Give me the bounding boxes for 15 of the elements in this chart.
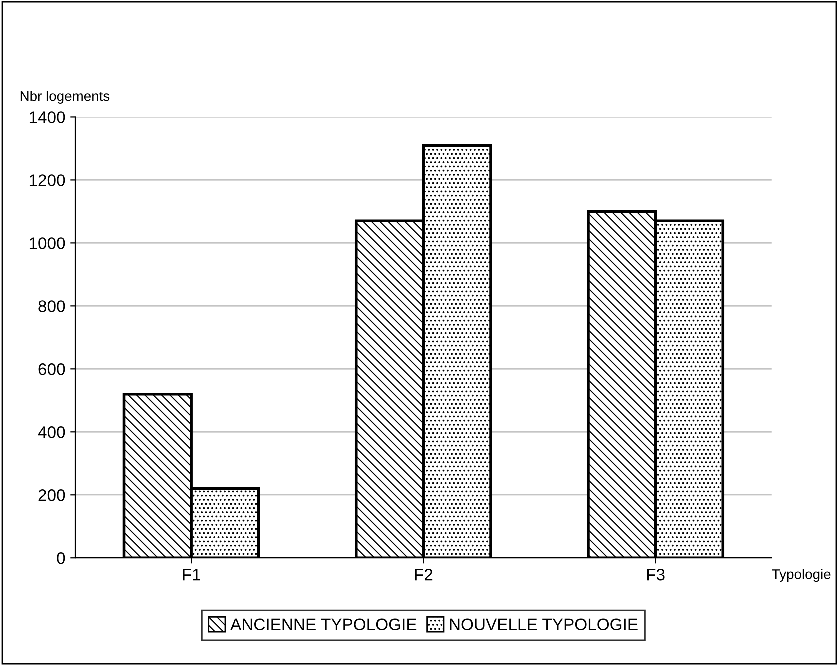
y-tick-label: 1200 [30,174,66,186]
x-tick-label: F1 [183,569,200,581]
legend-label: ANCIENNE TYPOLOGIE [230,618,417,631]
y-tick-label: 400 [38,426,66,438]
y-tick-label: 1400 [30,112,66,124]
x-axis-title: Typologie [772,569,831,582]
y-tick-label: 800 [38,300,66,312]
legend-label: NOUVELLE TYPOLOGIE [450,618,638,631]
x-tick-label: F3 [647,568,665,581]
y-tick-label: 600 [38,364,66,376]
x-tick-label: F2 [415,568,433,581]
y-tick-label: 1000 [30,238,66,250]
y-axis-title: Nbr logements [20,91,110,104]
y-tick-label: 0 [57,552,66,564]
y-tick-label: 200 [38,490,66,502]
